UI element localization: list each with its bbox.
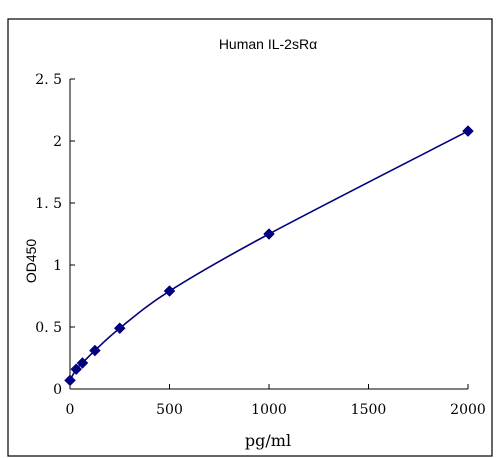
x-tick-label: 1000 bbox=[251, 402, 287, 418]
chart-title: Human IL-2sRα bbox=[219, 36, 317, 52]
data-point bbox=[64, 374, 76, 387]
data-point bbox=[113, 322, 126, 335]
x-axis-label: pg/ml bbox=[245, 431, 291, 450]
data-point bbox=[163, 285, 176, 297]
x-tick-label: 2000 bbox=[450, 402, 486, 418]
data-point bbox=[89, 344, 101, 357]
x-tick-label: 500 bbox=[156, 402, 183, 418]
data-points bbox=[64, 125, 474, 387]
y-axis-label: OD450 bbox=[23, 239, 39, 284]
y-tick-label: 2. 5 bbox=[35, 72, 62, 88]
y-tick-label: 0 bbox=[53, 382, 62, 398]
data-point bbox=[76, 357, 89, 369]
y-tick-label: 1. 5 bbox=[35, 196, 62, 212]
x-tick-label: 0 bbox=[66, 402, 75, 418]
y-tick-label: 0. 5 bbox=[35, 320, 62, 336]
data-point bbox=[263, 228, 275, 240]
data-point bbox=[70, 363, 83, 376]
y-ticks: 0 0. 5 1 1. 5 2 2. 5 bbox=[35, 72, 75, 398]
chart-frame bbox=[7, 18, 493, 457]
y-tick-label: 2 bbox=[53, 134, 62, 150]
x-tick-label: 1500 bbox=[351, 402, 387, 418]
x-ticks: 0 500 1000 1500 2000 bbox=[66, 384, 486, 418]
y-tick-label: 1 bbox=[53, 258, 62, 274]
data-point bbox=[462, 125, 474, 137]
